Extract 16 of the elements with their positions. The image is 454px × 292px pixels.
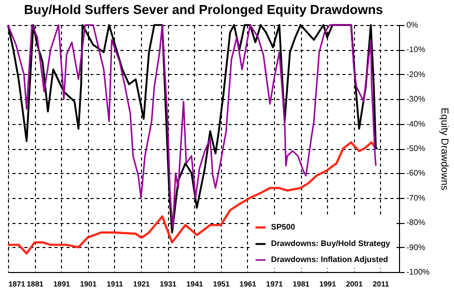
y-tick-label: 0%: [406, 20, 418, 30]
chart-title: Buy/Hold Suffers Sever and Prolonged Equity Drawdowns: [24, 2, 383, 17]
y-tick-label: -40%: [406, 119, 426, 128]
y-axis-title: Equity Drawdowns: [438, 108, 450, 190]
y-tick-label: -20%: [406, 70, 426, 79]
y-tick-label: -100%: [406, 268, 430, 276]
y-tick-label: -60%: [406, 168, 426, 178]
legend-label: Drawdowns: Inflation Adjusted: [271, 255, 388, 264]
y-tick-label: -90%: [406, 242, 426, 252]
legend-label: Drawdowns: Buy/Hold Strategy: [271, 239, 391, 248]
y-tick-label: -80%: [406, 218, 426, 228]
legend-label: SP500: [271, 222, 296, 232]
y-tick-label: -30%: [406, 94, 426, 104]
y-tick-label: -70%: [406, 193, 426, 202]
y-tick-label: -50%: [406, 144, 426, 153]
y-tick-label: -10%: [406, 45, 426, 54]
